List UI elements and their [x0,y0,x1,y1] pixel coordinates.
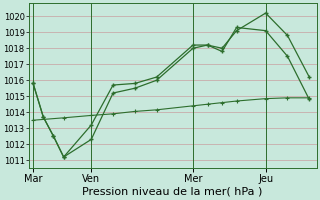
X-axis label: Pression niveau de la mer( hPa ): Pression niveau de la mer( hPa ) [83,187,263,197]
